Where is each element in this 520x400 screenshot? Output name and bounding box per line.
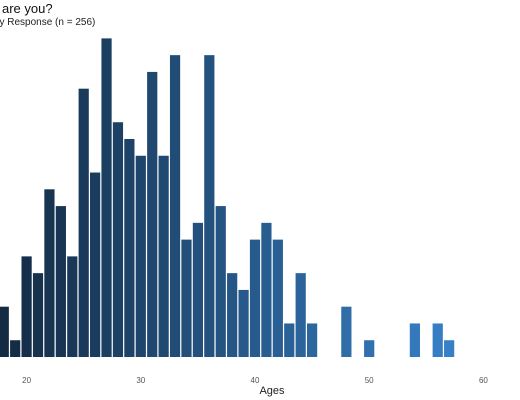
- bar-age-41: [261, 222, 272, 357]
- bar-age-32: [158, 155, 169, 357]
- bar-age-34: [181, 239, 192, 357]
- bar-age-28: [112, 122, 124, 357]
- bar-age-20: [21, 256, 32, 357]
- bar-age-21: [32, 273, 44, 357]
- bar-age-30: [135, 155, 146, 357]
- bar-age-18: [0, 306, 9, 357]
- x-tick-label: 30: [136, 376, 145, 385]
- bar-age-37: [215, 206, 226, 357]
- chart-title: old are you?: [0, 1, 53, 16]
- bar-age-29: [124, 139, 135, 357]
- bar-age-23: [55, 206, 66, 357]
- bar-age-35: [192, 222, 203, 357]
- bar-age-27: [101, 38, 112, 357]
- chart-subtitle: urvey Response (n = 256): [0, 17, 96, 28]
- bar-age-19: [10, 340, 21, 357]
- bar-age-48: [341, 306, 352, 357]
- bar-age-38: [227, 273, 238, 357]
- bar-age-40: [249, 239, 261, 357]
- bar-age-43: [284, 323, 295, 357]
- x-tick-label: 20: [22, 376, 31, 385]
- bar-age-56: [432, 323, 443, 357]
- bar-age-22: [44, 189, 55, 357]
- bar-age-24: [67, 256, 78, 357]
- bar-age-45: [307, 323, 318, 357]
- bar-age-36: [204, 55, 215, 358]
- bar-age-44: [295, 273, 306, 357]
- x-tick-label: 50: [365, 376, 374, 385]
- bar-age-54: [409, 323, 420, 357]
- bar-age-57: [444, 340, 455, 357]
- bars-layer: [0, 38, 455, 358]
- bar-age-39: [238, 289, 249, 357]
- bar-age-25: [78, 88, 89, 357]
- x-axis-label: Ages: [259, 385, 285, 397]
- bar-age-42: [272, 239, 283, 357]
- bar-age-50: [364, 340, 375, 357]
- bar-age-33: [169, 55, 181, 358]
- x-axis-ticks: 20 30 40 50 60: [22, 376, 488, 385]
- bar-age-26: [90, 172, 101, 357]
- bar-age-31: [147, 71, 158, 358]
- x-tick-label: 40: [251, 376, 260, 385]
- x-tick-label: 60: [479, 376, 488, 385]
